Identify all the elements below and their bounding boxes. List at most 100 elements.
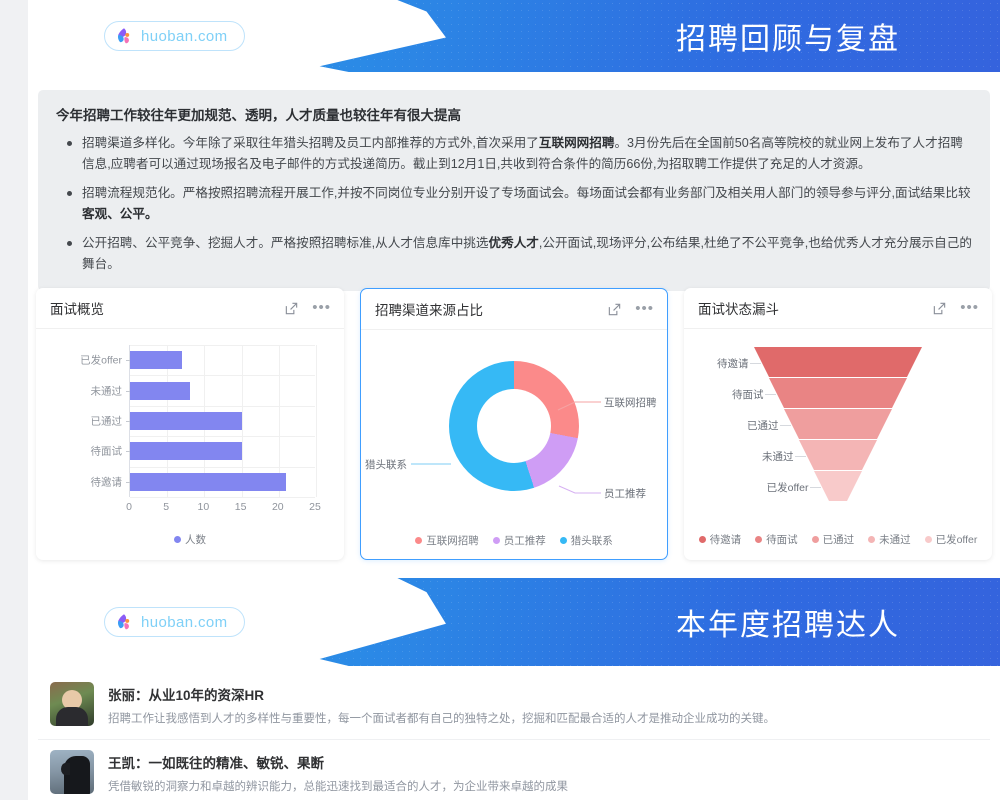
summary-emphasis: 客观、公平。: [82, 207, 158, 221]
more-options-icon[interactable]: •••: [312, 299, 331, 316]
legend-item[interactable]: 待邀请: [698, 532, 741, 547]
funnel-label: 已发offer: [766, 481, 809, 494]
expert-list: 张丽：从业10年的资深HR 招聘工作让我感悟到人才的多样性与重要性，每一个面试者都…: [38, 672, 990, 800]
summary-bullet: 招聘流程规范化。严格按照招聘流程开展工作,并按不同岗位专业分别开设了专场面试会。…: [56, 183, 972, 225]
huoban-logo-pill[interactable]: huoban.com: [104, 21, 245, 51]
more-options-icon[interactable]: •••: [960, 299, 979, 316]
legend-color-dot: [811, 536, 819, 543]
funnel-label: 未通过: [762, 450, 794, 463]
expert-description: 凭借敏锐的洞察力和卓越的辨识能力，总能迅速找到最适合的人才，为企业带来卓越的成果: [108, 781, 568, 793]
donut-leader-lines: [411, 401, 601, 494]
more-options-icon[interactable]: •••: [635, 300, 654, 317]
bar-plot-area: 待邀请 待面试 已通过 未通过 已发offer: [80, 345, 317, 498]
funnel-segment[interactable]: [754, 347, 922, 377]
summary-block: 今年招聘工作较往年更加规范、透明，人才质量也较往年有很大提高 招聘渠道多样化。今…: [38, 90, 990, 291]
funnel-label: 待面试: [732, 388, 764, 401]
legend-label: 未通过: [879, 534, 911, 546]
bar-fill: [130, 412, 242, 430]
legend-item[interactable]: 未通过: [868, 532, 911, 547]
funnel-label: 已通过: [747, 419, 779, 432]
funnel-label: 待邀请: [717, 357, 749, 370]
summary-bullet-list: 招聘渠道多样化。今年除了采取往年猎头招聘及员工内部推荐的方式外,首次采用了互联网…: [56, 133, 972, 275]
donut-ring: [449, 361, 579, 491]
external-link-icon[interactable]: [932, 301, 947, 316]
gridline: [241, 345, 243, 497]
legend-color-dot: [755, 536, 763, 543]
funnel-segment[interactable]: [768, 378, 907, 408]
legend-label: 已通过: [822, 534, 855, 546]
expert-description: 招聘工作让我感悟到人才的多样性与重要性，每一个面试者都有自己的独特之处，挖掘和匹…: [108, 713, 775, 725]
gridline: [130, 405, 315, 407]
summary-text: ,公开面试,现场评分,公布结果,杜绝了不公平竞争,也给优秀人才充分展示自己的舞台…: [82, 236, 972, 271]
expert-name: 张丽：从业10年的资深HR: [108, 688, 265, 703]
card-title: 面试概览: [50, 302, 104, 317]
card-header: 招聘渠道来源占比 •••: [361, 289, 667, 330]
summary-text: 。3月份先后在全国前50名高等院校的就业网上发布了人才招聘信息,应聘者可以通过现…: [82, 136, 963, 171]
funnel-leader-line: [794, 455, 806, 457]
expert-name: 王凯：一如既往的精准、敏锐、果断: [108, 756, 324, 771]
funnel-leader-line: [809, 486, 821, 488]
card-title: 招聘渠道来源占比: [375, 303, 483, 318]
legend-color-dot: [924, 536, 932, 543]
card-interview-overview[interactable]: 面试概览 ••• 待邀请 待面试 已通过 未通过 已发offer: [36, 288, 344, 560]
axis-tick: [126, 451, 130, 453]
summary-heading: 今年招聘工作较往年更加规范、透明，人才质量也较往年有很大提高: [56, 108, 461, 123]
legend-color-dot: [698, 536, 706, 543]
funnel-chart-legend: 待邀请 待面试 已通过 未通过 已发offer: [684, 532, 992, 547]
legend-item[interactable]: 员工推荐: [492, 533, 546, 548]
legend-item[interactable]: 人数: [174, 532, 206, 547]
summary-emphasis: 互联网网招聘: [538, 136, 615, 150]
expert-text: 张丽：从业10年的资深HR 招聘工作让我感悟到人才的多样性与重要性，每一个面试者都…: [108, 682, 775, 727]
card-interview-status-funnel[interactable]: 面试状态漏斗 ••• 待邀请 待面试 已通过 未通过 已发offer 待邀请 待面试 已通过…: [684, 288, 992, 560]
card-actions: •••: [284, 299, 331, 316]
external-link-icon[interactable]: [284, 301, 299, 316]
huoban-petal-logo-icon: [115, 613, 133, 631]
legend-item[interactable]: 猎头联系: [559, 533, 613, 548]
bar-item[interactable]: 待邀请: [91, 472, 287, 491]
bar-chart-legend: 人数: [36, 532, 344, 547]
bar-x-axis-ticks: 0 5 10 15 20 25: [126, 501, 321, 517]
funnel-segment[interactable]: [783, 409, 893, 439]
legend-color-dot: [559, 537, 567, 544]
card-channel-source-share[interactable]: 招聘渠道来源占比 •••: [360, 288, 668, 560]
donut-hole: [477, 389, 551, 463]
expert-text: 王凯：一如既往的精准、敏锐、果断凭借敏锐的洞察力和卓越的辨识能力，总能迅速找到最…: [108, 750, 568, 795]
x-tick-label: 25: [309, 501, 321, 513]
axis-tick: [126, 390, 130, 392]
banner-title: 本年度招聘达人: [676, 609, 900, 642]
legend-item[interactable]: 待面试: [755, 532, 798, 547]
expert-row[interactable]: 张丽：从业10年的资深HR 招聘工作让我感悟到人才的多样性与重要性，每一个面试者都…: [38, 672, 990, 740]
x-tick-label: 20: [271, 501, 284, 513]
funnel-leader-line: [779, 424, 791, 426]
donut-label-1: 员工推荐: [604, 488, 646, 500]
huoban-logo-text: huoban.com: [141, 613, 228, 631]
huoban-logo-pill[interactable]: huoban.com: [104, 607, 245, 637]
legend-color-dot: [492, 537, 500, 544]
funnel-segment[interactable]: [798, 440, 878, 470]
legend-item[interactable]: 已发offer: [924, 532, 977, 547]
bar-category-label: 已通过: [90, 415, 123, 428]
bar-category-label: 未通过: [90, 385, 123, 398]
bar-category-label: 待面试: [90, 445, 123, 458]
gridline: [278, 345, 280, 497]
bar-item[interactable]: 已发offer: [80, 351, 183, 370]
bar-item[interactable]: 已通过: [91, 412, 242, 430]
external-link-icon[interactable]: [607, 302, 622, 317]
bar-category-label: 待邀请: [90, 476, 123, 489]
bar-fill: [130, 351, 183, 370]
legend-item[interactable]: 已通过: [811, 532, 855, 547]
huoban-logo-text: huoban.com: [141, 27, 228, 45]
expert-row[interactable]: 王凯：一如既往的精准、敏锐、果断凭借敏锐的洞察力和卓越的辨识能力，总能迅速找到最…: [38, 740, 990, 800]
gridline: [316, 345, 317, 497]
card-header: 面试概览 •••: [36, 288, 344, 329]
legend-label: 员工推荐: [503, 535, 546, 547]
legend-item[interactable]: 互联网招聘: [415, 533, 479, 548]
gridline: [130, 345, 315, 346]
x-tick-label: 0: [126, 501, 132, 513]
x-tick-label: 15: [234, 501, 247, 513]
avatar: [50, 682, 94, 726]
bar-item[interactable]: 待面试: [91, 442, 242, 461]
axis-tick: [126, 360, 130, 362]
bar-item[interactable]: 未通过: [91, 381, 190, 400]
banner-title: 招聘回顾与复盘: [676, 23, 900, 56]
